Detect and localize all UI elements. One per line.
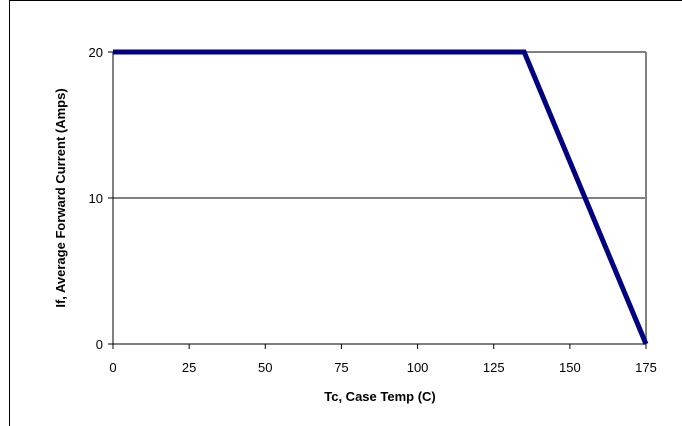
y-tick-label: 10 xyxy=(89,191,103,206)
y-tick-label: 0 xyxy=(96,337,103,352)
x-tick-label: 50 xyxy=(258,360,272,375)
chart-frame xyxy=(9,0,682,426)
x-tick-label: 150 xyxy=(559,360,581,375)
x-tick-label: 75 xyxy=(334,360,348,375)
x-axis-title: Tc, Case Temp (C) xyxy=(324,389,435,404)
x-tick-label: 125 xyxy=(483,360,505,375)
y-axis-title: If, Average Forward Current (Amps) xyxy=(53,88,68,307)
x-tick-label: 175 xyxy=(635,360,657,375)
series-line xyxy=(113,49,649,345)
y-tick-label: 20 xyxy=(89,45,103,60)
x-tick-label: 0 xyxy=(109,360,116,375)
x-tick-label: 100 xyxy=(407,360,429,375)
x-tick-label: 25 xyxy=(182,360,196,375)
